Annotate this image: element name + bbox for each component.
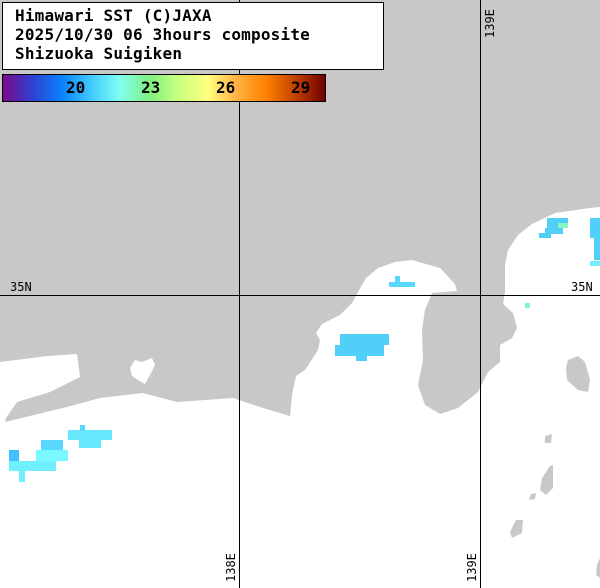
colorbar-label: 26: [216, 78, 236, 97]
sst-pixel: [340, 334, 389, 345]
colorbar-label: 20: [66, 78, 86, 97]
lat-label-left: 35N: [10, 280, 32, 294]
lat-label-right: 35N: [571, 280, 593, 294]
island-oshima: [566, 356, 590, 392]
sst-pixel: [389, 282, 415, 287]
sst-pixel: [539, 233, 551, 238]
sst-pixel: [41, 440, 63, 450]
sst-pixel: [558, 223, 568, 228]
sst-pixel: [594, 238, 600, 260]
sst-pixel: [525, 303, 530, 308]
island: [529, 493, 536, 500]
island: [510, 520, 523, 538]
title-line-2: 2025/10/30 06 3hours composite: [15, 25, 310, 44]
inland-lake: [130, 358, 155, 384]
sst-pixels: [9, 218, 600, 482]
sst-pixel: [547, 218, 568, 228]
colorbar-label: 23: [141, 78, 161, 97]
lon-label-top: 139E: [483, 9, 497, 38]
title-line-1: Himawari SST (C)JAXA: [15, 6, 212, 25]
sst-pixel: [9, 450, 19, 461]
sst-pixel: [356, 356, 367, 361]
colorbar-label: 29: [291, 78, 311, 97]
sst-pixel: [545, 228, 563, 234]
title-line-3: Shizuoka Suigiken: [15, 44, 183, 63]
title-box: Himawari SST (C)JAXA 2025/10/30 06 3hour…: [2, 2, 384, 70]
sst-pixel: [68, 430, 112, 440]
island: [545, 434, 552, 443]
sst-pixel: [36, 450, 68, 461]
sst-pixel: [19, 471, 25, 482]
island: [596, 558, 600, 578]
sea-area: [0, 207, 600, 588]
lon-label-bottom-139e: 139E: [465, 553, 479, 582]
color-scale-bar: 20 23 26 29: [2, 74, 326, 102]
island: [540, 465, 553, 495]
sst-pixel: [335, 345, 384, 356]
sst-pixel: [590, 261, 600, 266]
lon-label-bottom-138e: 138E: [224, 553, 238, 582]
sst-pixel: [590, 218, 600, 238]
sst-pixel: [79, 440, 101, 448]
sst-pixel: [395, 276, 400, 282]
sst-pixel: [9, 461, 56, 471]
sst-pixel: [80, 425, 85, 431]
